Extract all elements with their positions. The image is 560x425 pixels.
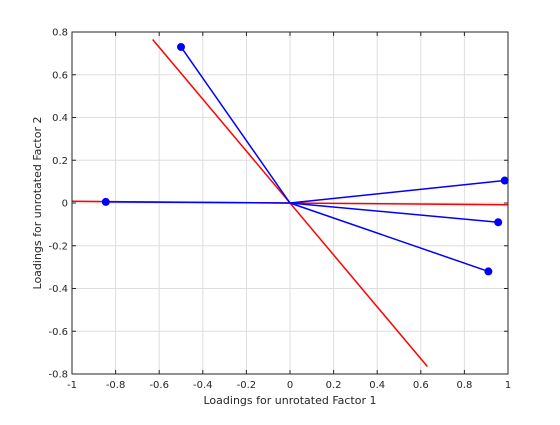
y-axis-label: Loadings for unrotated Factor 2 bbox=[31, 117, 44, 290]
loading-point bbox=[500, 176, 509, 185]
loading-vector bbox=[289, 179, 505, 204]
plot-series bbox=[71, 38, 509, 368]
x-tick-label: -0.8 bbox=[106, 380, 126, 391]
x-tick-label: -0.6 bbox=[149, 380, 169, 391]
y-tick-label: 0.2 bbox=[52, 156, 68, 167]
loading-vector bbox=[289, 202, 499, 223]
y-tick-label: 0 bbox=[62, 199, 68, 210]
x-tick-label: 0.2 bbox=[326, 380, 342, 391]
y-tick-label: 0.8 bbox=[52, 28, 68, 39]
x-tick-label: -0.4 bbox=[193, 380, 213, 391]
x-tick-label: 1 bbox=[505, 380, 511, 391]
y-tick-label: 0.4 bbox=[52, 113, 68, 124]
x-tick-label: 0.4 bbox=[369, 380, 385, 391]
y-tick-label: 0.6 bbox=[52, 70, 68, 81]
loading-point bbox=[484, 267, 493, 276]
loading-vector bbox=[180, 46, 291, 204]
x-tick-label: 0 bbox=[287, 380, 293, 391]
x-tick-label: 0.8 bbox=[456, 380, 472, 391]
loading-vector bbox=[289, 202, 489, 273]
y-tick-label: -0.6 bbox=[48, 327, 68, 338]
x-axis-label: Loadings for unrotated Factor 1 bbox=[204, 394, 377, 407]
x-tick-label: 0.6 bbox=[413, 380, 429, 391]
y-tick-label: -0.8 bbox=[48, 370, 68, 381]
ticks: -1 -0.8 -0.6 -0.4 -0.2 0 0.2 0.4 0.6 0.8 1-0.8-0.6… bbox=[48, 28, 511, 392]
loading-vector bbox=[105, 201, 291, 204]
loading-point bbox=[177, 42, 185, 51]
y-tick-label: -0.2 bbox=[48, 241, 68, 252]
loading-point bbox=[494, 218, 503, 227]
x-tick-label: -1 bbox=[67, 380, 77, 391]
y-tick-label: -0.4 bbox=[48, 284, 68, 295]
x-tick-label: -0.2 bbox=[237, 380, 257, 391]
loading-point bbox=[101, 197, 110, 206]
